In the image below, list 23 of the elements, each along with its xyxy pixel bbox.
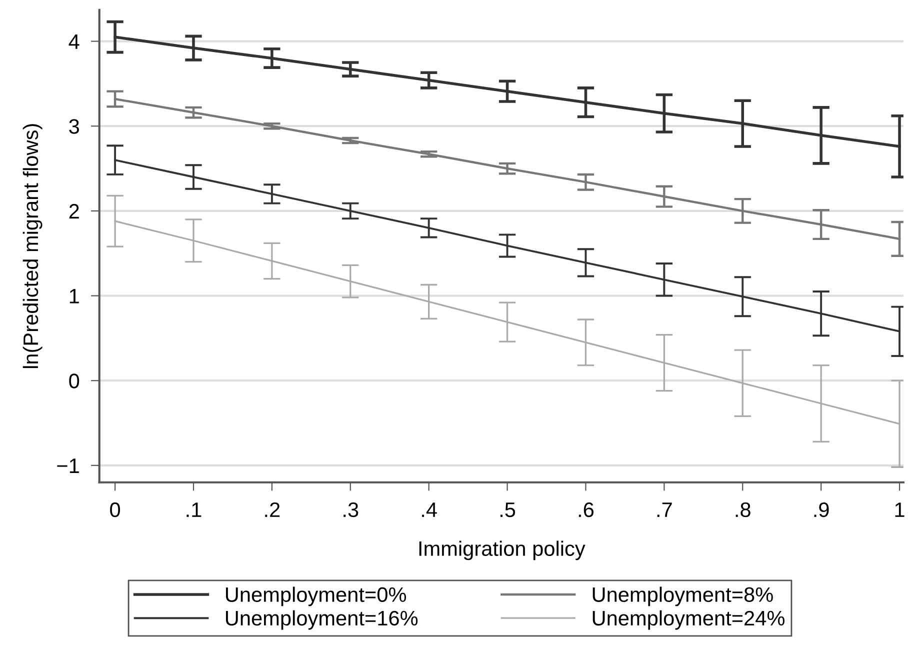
legend-label: Unemployment=24% [592, 610, 784, 630]
x-axis-title: Immigration policy [419, 540, 586, 560]
x-tick-label: .5 [500, 502, 516, 518]
y-tick-label: 1 [70, 288, 79, 304]
legend-label: Unemployment=16% [226, 610, 418, 630]
x-tick-label: .7 [657, 502, 672, 517]
x-tick-label: .2 [265, 502, 280, 517]
x-tick-label: .6 [578, 502, 594, 518]
x-tick-label: .4 [422, 502, 437, 517]
y-tick-label: 2 [69, 204, 79, 218]
x-tick-label: 0 [110, 502, 120, 518]
y-tick-label: 4 [68, 34, 80, 49]
y-tick-label: 3 [69, 119, 79, 134]
legend-label: Unemployment=0% [226, 586, 406, 606]
y-tick-label: −1 [57, 458, 79, 473]
y-axis-title: ln(Predicted migrant flows) [22, 124, 42, 368]
x-tick-label: .3 [344, 502, 358, 518]
x-tick-label: .9 [814, 502, 829, 518]
y-tick-label: 0 [69, 374, 80, 388]
x-tick-label: 1 [895, 502, 904, 517]
legend-label: Unemployment=8% [592, 586, 773, 606]
x-tick-label: .8 [736, 502, 750, 518]
x-tick-label: .1 [186, 502, 202, 517]
